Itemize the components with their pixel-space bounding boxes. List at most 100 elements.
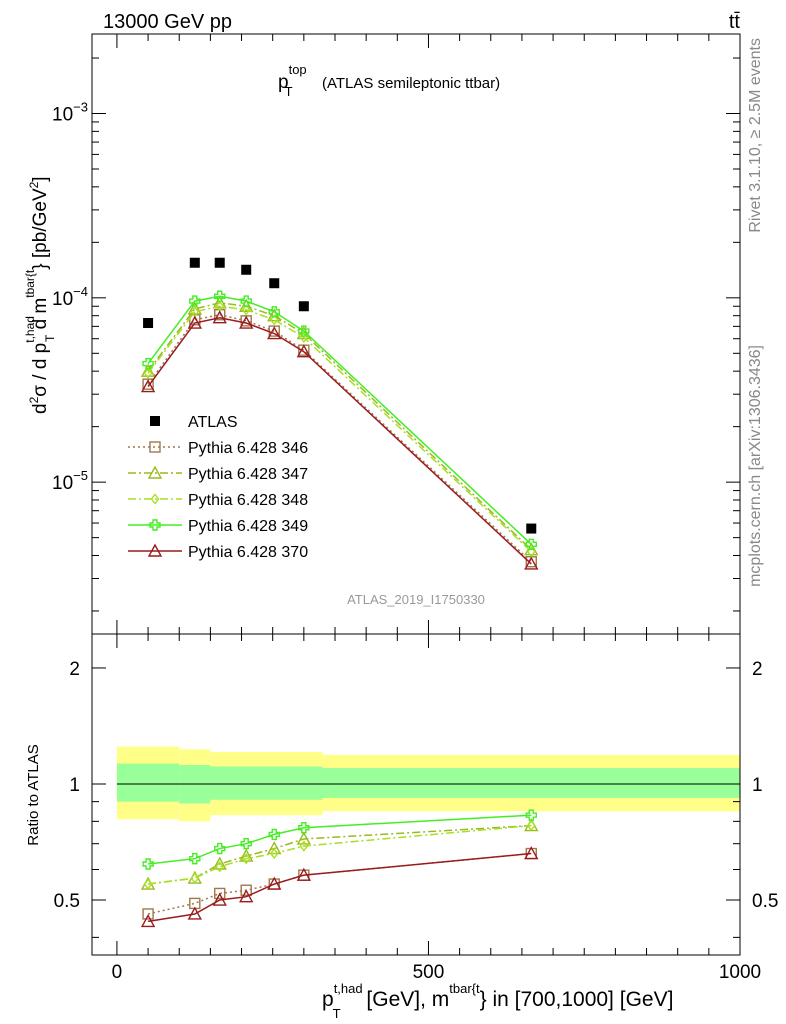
- ratio-point: [526, 819, 536, 832]
- main-y-tick-label: 10−5: [52, 468, 88, 494]
- ratio-y-tick-label-left: 2: [69, 659, 80, 680]
- ratio-series-line: [147, 824, 532, 885]
- tick-base: 10: [52, 473, 73, 494]
- header-process-label: tt̄: [729, 11, 741, 33]
- ratio-point: [525, 809, 537, 821]
- legend-item: ATLAS: [150, 414, 238, 431]
- legend-marker: [147, 465, 163, 479]
- x-tick-label: 500: [413, 962, 445, 983]
- ratio-series-4: [140, 846, 539, 928]
- ratio-y-axis-label: Ratio to ATLAS: [25, 744, 42, 845]
- legend-item: Pythia 6.428 347: [128, 465, 308, 483]
- main-y-axis-label: d2σ / d pt,had T d mtbar{t} [pb/GeV2]: [23, 176, 57, 414]
- data-point: [239, 315, 254, 329]
- header-collision-label: 13000 GeV pp: [103, 11, 232, 33]
- y-label-part: d: [30, 403, 51, 414]
- x-tick-label: 0: [112, 962, 123, 983]
- mcplots-label: mcplots.cern.ch [arXiv:1306.3436]: [747, 345, 764, 587]
- ratio-point: [240, 884, 252, 896]
- main-y-tick-label: 10−3: [52, 100, 88, 126]
- y-label-part: ]: [30, 176, 51, 181]
- ratio-point: [268, 828, 280, 841]
- legend-label: ATLAS: [188, 414, 238, 431]
- legend: ATLAS Pythia 6.428 346 Pythia 6.428 347 Pyt…: [128, 414, 308, 561]
- y-label-part: t,had: [23, 316, 37, 343]
- main-title-sub: T: [285, 84, 293, 99]
- legend-label: Pythia 6.428 346: [188, 440, 308, 457]
- uncertainty-band-green: [116, 763, 180, 802]
- data-point: [268, 306, 280, 318]
- series-line: [147, 295, 532, 545]
- x-label-part: tbar{t: [449, 981, 480, 996]
- series-line: [147, 305, 532, 553]
- ratio-y-tick-label-right: 2: [752, 659, 763, 680]
- tick-base: 10: [52, 289, 73, 310]
- ratio-y-tick-label-left: 1: [69, 775, 80, 796]
- legend-label: Pythia 6.428 349: [188, 518, 308, 535]
- main-title-text: (ATLAS semileptonic ttbar): [322, 75, 500, 92]
- ratio-point: [142, 908, 154, 920]
- data-point: [269, 314, 279, 326]
- legend-marker: [147, 543, 163, 557]
- data-point: [187, 315, 202, 329]
- ratio-point: [241, 853, 251, 865]
- data-point: [269, 278, 280, 289]
- ratio-y-tick-label-right: 1: [752, 775, 763, 796]
- data-point: [212, 310, 227, 324]
- tick-base: 10: [52, 105, 73, 126]
- data-point: [241, 304, 251, 316]
- data-point: [298, 325, 310, 337]
- analysis-watermark: ATLAS_2019_I1750330: [347, 592, 485, 607]
- legend-marker: [149, 441, 161, 453]
- x-label-part: } in [700,1000] [GeV]: [480, 988, 674, 1011]
- data-point: [524, 556, 539, 570]
- rivet-version-label: Rivet 3.1.10, ≥ 2.5M events: [747, 38, 764, 233]
- ratio-y-tick-label-left: 0.5: [54, 891, 80, 912]
- tick-exp: −3: [73, 100, 88, 115]
- ratio-point: [239, 848, 254, 862]
- data-point: [298, 301, 309, 312]
- series-4: [142, 290, 537, 550]
- ratio-point: [187, 906, 202, 920]
- legend-label: Pythia 6.428 348: [188, 492, 308, 509]
- ratio-point: [140, 913, 156, 928]
- main-title: ptop T: [278, 62, 307, 99]
- y-label-part: } [pb/GeV: [30, 188, 51, 270]
- ratio-point: [142, 858, 154, 870]
- series-5: [140, 310, 539, 570]
- data-point: [143, 367, 153, 379]
- ratio-point: [212, 892, 227, 906]
- legend-label: Pythia 6.428 370: [188, 544, 308, 561]
- data-point: [241, 264, 252, 275]
- legend-label: Pythia 6.428 347: [188, 466, 308, 483]
- ratio-point: [240, 837, 252, 850]
- data-point: [189, 295, 201, 307]
- data-point: [143, 318, 154, 329]
- data-point: [239, 298, 254, 312]
- main-plot-panel: ptop T (ATLAS semileptonic ttbar) ATLAS_201…: [23, 33, 741, 635]
- legend-item: Pythia 6.428 349: [128, 518, 308, 535]
- x-label-part: [GeV], m: [361, 988, 450, 1011]
- series-0: [143, 257, 537, 534]
- ratio-point: [296, 831, 312, 845]
- data-point: [214, 290, 226, 302]
- ratio-point: [214, 842, 226, 855]
- data-point: [140, 363, 156, 377]
- ratio-plot-panel: 0.5 0.5 1 1 2 2 0 500 1000 Ratio to ATLAS pt,had T …: [25, 633, 778, 1021]
- ratio-plot-frame: [91, 633, 741, 956]
- ratio-series-line: [147, 814, 532, 865]
- ratio-y-tick-label-right: 0.5: [752, 891, 778, 912]
- x-label-part: t,had: [334, 981, 363, 996]
- tick-exp: −4: [73, 284, 88, 299]
- data-point: [189, 257, 200, 268]
- ratio-point: [299, 840, 309, 852]
- data-point: [526, 545, 536, 558]
- ratio-point: [215, 861, 225, 873]
- ratio-point: [267, 876, 282, 890]
- ratio-point: [269, 847, 279, 860]
- data-point: [296, 344, 312, 358]
- ratio-series-line: [147, 852, 532, 915]
- tick-exp: −5: [73, 468, 88, 483]
- main-y-tick-label: 10−4: [52, 284, 88, 310]
